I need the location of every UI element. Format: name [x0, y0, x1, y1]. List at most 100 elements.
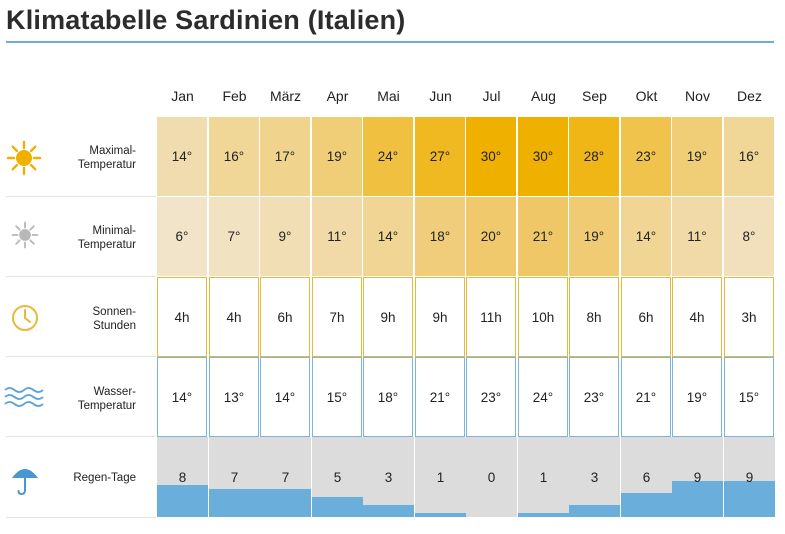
rain-days-label: 3 — [590, 470, 599, 485]
table-cell: 9° — [260, 197, 310, 276]
table-cell: 15° — [312, 357, 362, 437]
month-header: Aug — [531, 88, 556, 104]
rain-bar — [363, 437, 414, 517]
table-cell: 9h — [363, 277, 413, 357]
row-separator — [6, 517, 156, 518]
month-header: Mai — [377, 88, 400, 104]
row-separator — [6, 196, 156, 197]
rain-bar-fill — [312, 497, 363, 517]
table-cell: 19° — [569, 197, 619, 276]
rain-days-label: 9 — [745, 470, 754, 485]
row-label-water: Wasser- Temperatur — [77, 386, 136, 412]
table-cell: 21° — [415, 357, 465, 437]
rain-bar — [260, 437, 311, 517]
row-separator — [6, 436, 156, 437]
row-label-max: Maximal- Temperatur — [77, 145, 136, 171]
table-cell: 19° — [672, 117, 722, 196]
rain-bar-fill — [724, 481, 775, 517]
rain-bar-fill — [415, 513, 466, 517]
table-cell: 23° — [621, 117, 671, 196]
table-cell: 11h — [466, 277, 516, 357]
table-cell: 14° — [363, 197, 413, 276]
rain-days-label: 7 — [281, 470, 290, 485]
table-cell: 19° — [312, 117, 362, 196]
table-cell: 4h — [209, 277, 259, 357]
rain-days-label: 1 — [539, 470, 548, 485]
month-header: Dez — [737, 88, 762, 104]
table-cell: 19° — [672, 357, 722, 437]
table-cell: 8h — [569, 277, 619, 357]
rain-bar-fill — [209, 489, 260, 517]
rain-bar-fill — [569, 505, 620, 517]
month-header: März — [269, 88, 302, 104]
table-cell: 27° — [415, 117, 465, 196]
month-header: Nov — [685, 88, 710, 104]
month-header: Okt — [635, 88, 658, 104]
rain-days-label: 5 — [333, 470, 342, 485]
table-cell: 16° — [209, 117, 259, 196]
rain-bar — [312, 437, 363, 517]
table-cell: 14° — [157, 357, 207, 437]
rain-days-label: 3 — [384, 470, 393, 485]
rain-bar-fill — [518, 513, 569, 517]
rain-days-label: 0 — [487, 470, 496, 485]
rain-bar — [672, 437, 723, 517]
table-cell: 6° — [157, 197, 207, 276]
rain-bar-fill — [260, 489, 311, 517]
rain-bar-fill — [157, 485, 208, 517]
row-separator — [6, 356, 156, 357]
rain-days-label: 8 — [178, 470, 187, 485]
table-cell: 6h — [260, 277, 310, 357]
table-cell: 30° — [466, 117, 516, 196]
table-cell: 28° — [569, 117, 619, 196]
table-cell: 24° — [363, 117, 413, 196]
row-label-min: Minimal- Temperatur — [77, 225, 136, 251]
table-cell: 3h — [724, 277, 774, 357]
table-cell: 16° — [724, 117, 774, 196]
table-cell: 4h — [157, 277, 207, 357]
row-label-sun: Sonnen- Stunden — [92, 306, 136, 332]
clock-icon — [12, 305, 38, 331]
table-cell: 9h — [415, 277, 465, 357]
table-cell: 23° — [569, 357, 619, 437]
table-cell: 11° — [312, 197, 362, 276]
table-cell: 21° — [621, 357, 671, 437]
rain-days-label: 9 — [693, 470, 702, 485]
rain-days-label: 1 — [436, 470, 445, 485]
month-header: Jan — [171, 88, 194, 104]
table-cell: 20° — [466, 197, 516, 276]
umbrella-icon — [12, 469, 38, 496]
table-cell: 13° — [209, 357, 259, 437]
rain-bar — [518, 437, 569, 517]
table-cell: 10h — [518, 277, 568, 357]
title-divider — [6, 41, 774, 43]
table-cell: 14° — [157, 117, 207, 196]
sun-icon — [6, 140, 42, 176]
waves-icon — [4, 387, 44, 407]
rain-bar-fill — [621, 493, 672, 517]
rain-bar — [209, 437, 260, 517]
rain-days-label: 6 — [642, 470, 651, 485]
table-cell: 30° — [518, 117, 568, 196]
month-header: Sep — [582, 88, 607, 104]
table-cell: 17° — [260, 117, 310, 196]
table-cell: 18° — [415, 197, 465, 276]
page-title: Klimatabelle Sardinien (Italien) — [6, 5, 406, 35]
month-header: Feb — [222, 88, 247, 104]
rain-bar — [415, 437, 466, 517]
table-cell: 18° — [363, 357, 413, 437]
table-cell: 14° — [260, 357, 310, 437]
rain-bar — [157, 437, 208, 517]
grey-sun-icon — [11, 221, 39, 249]
rain-bar-fill — [672, 481, 723, 517]
table-cell: 11° — [672, 197, 722, 276]
row-separator — [6, 276, 156, 277]
table-cell: 21° — [518, 197, 568, 276]
table-cell: 7° — [209, 197, 259, 276]
rain-bar — [621, 437, 672, 517]
rain-days-label: 7 — [230, 470, 239, 485]
table-cell: 4h — [672, 277, 722, 357]
table-cell: 8° — [724, 197, 774, 276]
rain-bar — [569, 437, 620, 517]
row-label-rain: Regen-Tage — [73, 472, 136, 484]
